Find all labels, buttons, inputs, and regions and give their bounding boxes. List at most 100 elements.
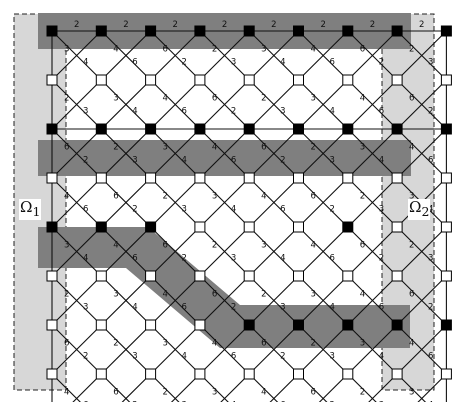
edge-weight-label: 2 (163, 192, 168, 202)
open-node (243, 368, 255, 380)
edge-weight-label: 4 (113, 45, 118, 55)
filled-node (46, 123, 58, 135)
diagonal-edge (51, 226, 102, 277)
edge-weight-label: 3 (360, 339, 365, 349)
diagonal-edge (199, 275, 250, 326)
edge-weight-label: 3 (132, 156, 137, 166)
edge-weight-label: 6 (182, 107, 187, 117)
edge-weight-label: 3 (428, 254, 433, 264)
diagonal-edge (396, 79, 447, 130)
edge-weight-label: 4 (64, 192, 69, 202)
diagonal-edge (100, 275, 151, 326)
edge-weight-label: 4 (261, 192, 266, 202)
diagonal-edge (248, 30, 299, 81)
diagonal-edge (248, 128, 299, 179)
edge-weight-label: 3 (182, 401, 187, 402)
edge-weight-layer: 3446622334466223233446622334466262233446… (64, 20, 434, 402)
region-subscript: 2 (421, 204, 430, 219)
edge-weight-label: 3 (280, 303, 285, 313)
edge-weight-label: 3 (379, 401, 384, 402)
edge-weight-label: 3 (163, 143, 168, 153)
edge-weight-label: 3 (113, 290, 118, 300)
filled-node (95, 123, 107, 135)
edge-weight-label: 2 (261, 290, 266, 300)
open-node (243, 221, 255, 233)
filled-node (342, 221, 354, 233)
open-node (342, 270, 354, 282)
filled-node (145, 123, 157, 135)
edge-weight-label: 2 (83, 156, 88, 166)
diagonal-edge (150, 79, 201, 130)
open-node (46, 319, 58, 331)
edge-weight-label: 6 (261, 339, 266, 349)
filled-node (293, 319, 304, 331)
edge-weight-label: 3 (231, 254, 236, 264)
edge-weight-label: 3 (113, 94, 118, 104)
open-node (194, 172, 206, 184)
edge-weight-label: 3 (261, 45, 266, 55)
diagonal-edge (199, 128, 250, 179)
open-node (342, 74, 354, 86)
edge-weight-label: 4 (428, 401, 433, 402)
diagonal-edge (347, 324, 398, 375)
edge-weight-label: 6 (310, 192, 315, 202)
edge-weight-label: 4 (409, 339, 414, 349)
edge-weight-label: 2 (173, 20, 178, 30)
open-node (194, 368, 206, 380)
edge-weight-label: 6 (329, 254, 334, 264)
diagonal-edge (121, 373, 151, 402)
filled-node (46, 221, 58, 233)
filled-node (440, 319, 452, 331)
diagonal-edge (199, 177, 250, 228)
diagonal-edge (100, 324, 151, 375)
open-node (46, 172, 58, 184)
diagonal-edge (150, 30, 201, 81)
diagonal-edge (51, 30, 102, 81)
open-node (145, 319, 157, 331)
edge-weight-label: 6 (379, 303, 384, 313)
edge-weight-label: 6 (360, 45, 365, 55)
diagonal-edge (100, 177, 151, 228)
filled-node (145, 221, 157, 233)
diagonal-edge (150, 275, 201, 326)
diagonal-edge (347, 275, 398, 326)
edge-weight-label: 6 (163, 241, 168, 251)
edge-weight-label: 4 (280, 254, 285, 264)
open-node (95, 319, 107, 331)
edge-weight-label: 4 (132, 303, 137, 313)
region-symbol: Ω (20, 198, 33, 216)
diagonal-edge (100, 30, 151, 81)
edge-weight-label: 3 (83, 303, 88, 313)
open-node (293, 368, 304, 380)
diagonal-edge (51, 79, 102, 130)
open-node (391, 368, 403, 380)
edge-weight-label: 4 (360, 94, 365, 104)
diagonal-edge (150, 226, 201, 277)
open-node (46, 270, 58, 282)
edge-weight-label: 3 (261, 241, 266, 251)
filled-node (243, 319, 255, 331)
diagonal-edge (170, 373, 201, 402)
edge-weight-label: 6 (212, 94, 217, 104)
filled-node (391, 319, 403, 331)
edge-weight-label: 6 (132, 254, 137, 264)
edge-weight-label: 4 (360, 290, 365, 300)
edge-weight-label: 6 (428, 156, 433, 166)
diagonal-edge (51, 128, 102, 179)
edge-weight-label: 3 (64, 45, 69, 55)
edge-weight-label: 2 (64, 94, 69, 104)
open-node (95, 172, 107, 184)
edge-weight-label: 3 (379, 205, 384, 215)
diagonal-edge (248, 324, 299, 375)
open-node (293, 172, 304, 184)
open-node (145, 172, 157, 184)
diagonal-edge (298, 79, 349, 130)
edge-layer (51, 30, 447, 402)
edge-weight-label: 2 (231, 303, 236, 313)
edge-weight-label: 4 (310, 45, 315, 55)
diagonal-edge (298, 324, 349, 375)
open-node (194, 74, 206, 86)
edge-weight-label: 3 (310, 290, 315, 300)
edge-weight-label: 6 (379, 107, 384, 117)
diagonal-edge (100, 226, 151, 277)
